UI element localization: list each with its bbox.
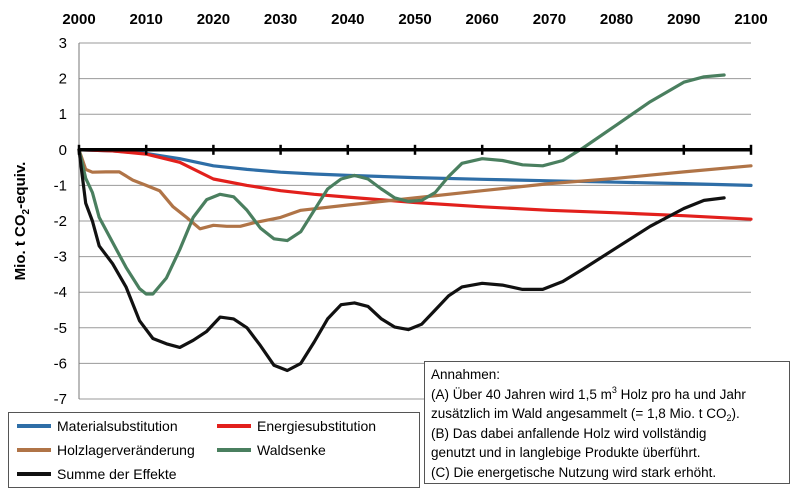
x-tick-label: 2030 — [264, 11, 297, 28]
y-axis-title: Mio. t CO2-equiv. — [12, 162, 32, 281]
series-line-2 — [77, 148, 753, 231]
x-tick-label: 2010 — [130, 11, 163, 28]
series-line-1 — [77, 148, 753, 221]
series-line-3 — [77, 73, 726, 296]
assumption-c-line1: (C) Die energetische Nutzung wird stark … — [431, 464, 717, 480]
y-tick-label: 0 — [59, 142, 67, 159]
legend-swatch-holzlagerveraenderung — [17, 448, 51, 452]
y-tick-label: 1 — [59, 106, 67, 123]
x-tick-label: 2000 — [62, 11, 95, 28]
legend-item-waldsenke: Waldsenke — [217, 442, 326, 458]
x-tick-label: 2080 — [600, 11, 633, 28]
x-tick-label: 2090 — [667, 11, 700, 28]
assumptions-title: Annahmen: — [431, 367, 501, 382]
legend-item-summe: Summe der Effekte — [17, 466, 177, 482]
x-tick-label: 2060 — [466, 11, 499, 28]
y-tick-label: -7 — [54, 391, 67, 408]
legend-item-materialsubstitution: Materialsubstitution — [17, 418, 178, 434]
assumption-a-line2: zusätzlich im Wald angesammelt (= 1,8 Mi… — [431, 406, 740, 423]
legend-label: Materialsubstitution — [57, 418, 178, 434]
legend: Materialsubstitution Energiesubstitution… — [8, 412, 420, 488]
legend-swatch-summe — [17, 472, 51, 476]
assumptions-box: Annahmen: (A) Über 40 Jahren wird 1,5 m3… — [424, 361, 790, 484]
y-tick-label: -5 — [54, 320, 67, 337]
x-tick-label: 2050 — [398, 11, 431, 28]
y-tick-label: -2 — [54, 213, 67, 230]
x-tick-label: 2020 — [197, 11, 230, 28]
y-tick-label: -1 — [54, 177, 67, 194]
y-tick-label: 2 — [59, 71, 67, 88]
y-tick-label: -4 — [54, 284, 67, 301]
x-tick-label: 2070 — [533, 11, 566, 28]
assumption-b-line1: (B) Das dabei anfallende Holz wird volls… — [431, 425, 707, 441]
legend-item-energiesubstitution: Energiesubstitution — [217, 418, 376, 434]
legend-item-holzlagerveraenderung: Holzlagerveränderung — [17, 442, 195, 458]
assumption-b-line2: genutzt und in langlebige Produkte überf… — [431, 445, 701, 460]
legend-label: Energiesubstitution — [257, 418, 377, 434]
series-line-4 — [77, 148, 726, 373]
series-line-0 — [77, 148, 753, 187]
legend-label: Waldsenke — [257, 442, 326, 458]
legend-swatch-waldsenke — [217, 448, 251, 452]
legend-label: Summe der Effekte — [57, 466, 177, 482]
x-tick-label: 2040 — [331, 11, 364, 28]
y-tick-label: -6 — [54, 355, 67, 372]
y-tick-label: -3 — [54, 249, 67, 266]
legend-label: Holzlagerveränderung — [57, 442, 195, 458]
legend-swatch-materialsubstitution — [17, 424, 51, 428]
y-tick-label: 3 — [59, 35, 67, 52]
legend-swatch-energiesubstitution — [217, 424, 251, 428]
assumption-a-line1: (A) Über 40 Jahren wird 1,5 m3 Holz pro … — [431, 384, 746, 402]
x-tick-label: 2100 — [734, 11, 767, 28]
